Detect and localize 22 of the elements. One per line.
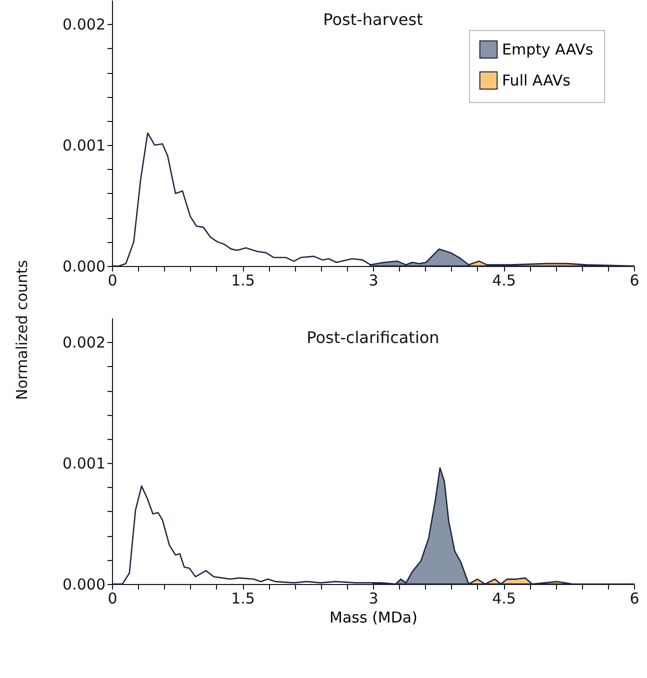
x-tick-label: 4.5: [492, 590, 516, 608]
y-tick-label: 0.001: [62, 136, 106, 155]
x-tick-label: 6: [630, 272, 640, 290]
legend-label: Full AAVs: [502, 72, 571, 90]
x-tick-label: 6: [630, 590, 640, 608]
x-tick-label: 1.5: [231, 590, 255, 608]
y-tick-label: 0.002: [62, 16, 106, 34]
text: Post-harvest: [323, 10, 423, 29]
y-tick-label: 0.001: [62, 454, 106, 473]
x-tick-label: 1.5: [231, 272, 255, 290]
x-tick-label: 4.5: [492, 272, 516, 290]
y-tick-label: 0.002: [62, 334, 106, 352]
x-tick-label: 3: [368, 272, 378, 290]
y-tick-label: 0.000: [62, 576, 106, 594]
x-tick-label: 0: [108, 272, 118, 290]
x-axis-title: Mass (MDa): [330, 608, 418, 626]
legend-label: Empty AAVs: [502, 40, 594, 58]
text: Post-clarification: [306, 328, 440, 347]
x-tick-label: 3: [368, 590, 378, 608]
y-tick-label: 0.000: [62, 258, 106, 276]
x-tick-label: 0: [108, 590, 118, 608]
y-axis-title: Normalized counts: [13, 260, 31, 400]
